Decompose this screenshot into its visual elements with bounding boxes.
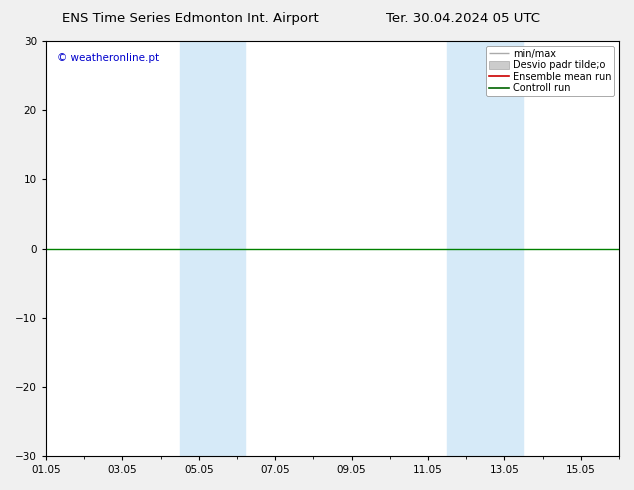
- Text: © weatheronline.pt: © weatheronline.pt: [57, 53, 160, 64]
- Legend: min/max, Desvio padr tilde;o, Ensemble mean run, Controll run: min/max, Desvio padr tilde;o, Ensemble m…: [486, 46, 614, 96]
- Bar: [179, 41, 245, 456]
- Text: Ter. 30.04.2024 05 UTC: Ter. 30.04.2024 05 UTC: [386, 12, 540, 25]
- Bar: [447, 41, 524, 456]
- Text: ENS Time Series Edmonton Int. Airport: ENS Time Series Edmonton Int. Airport: [62, 12, 318, 25]
